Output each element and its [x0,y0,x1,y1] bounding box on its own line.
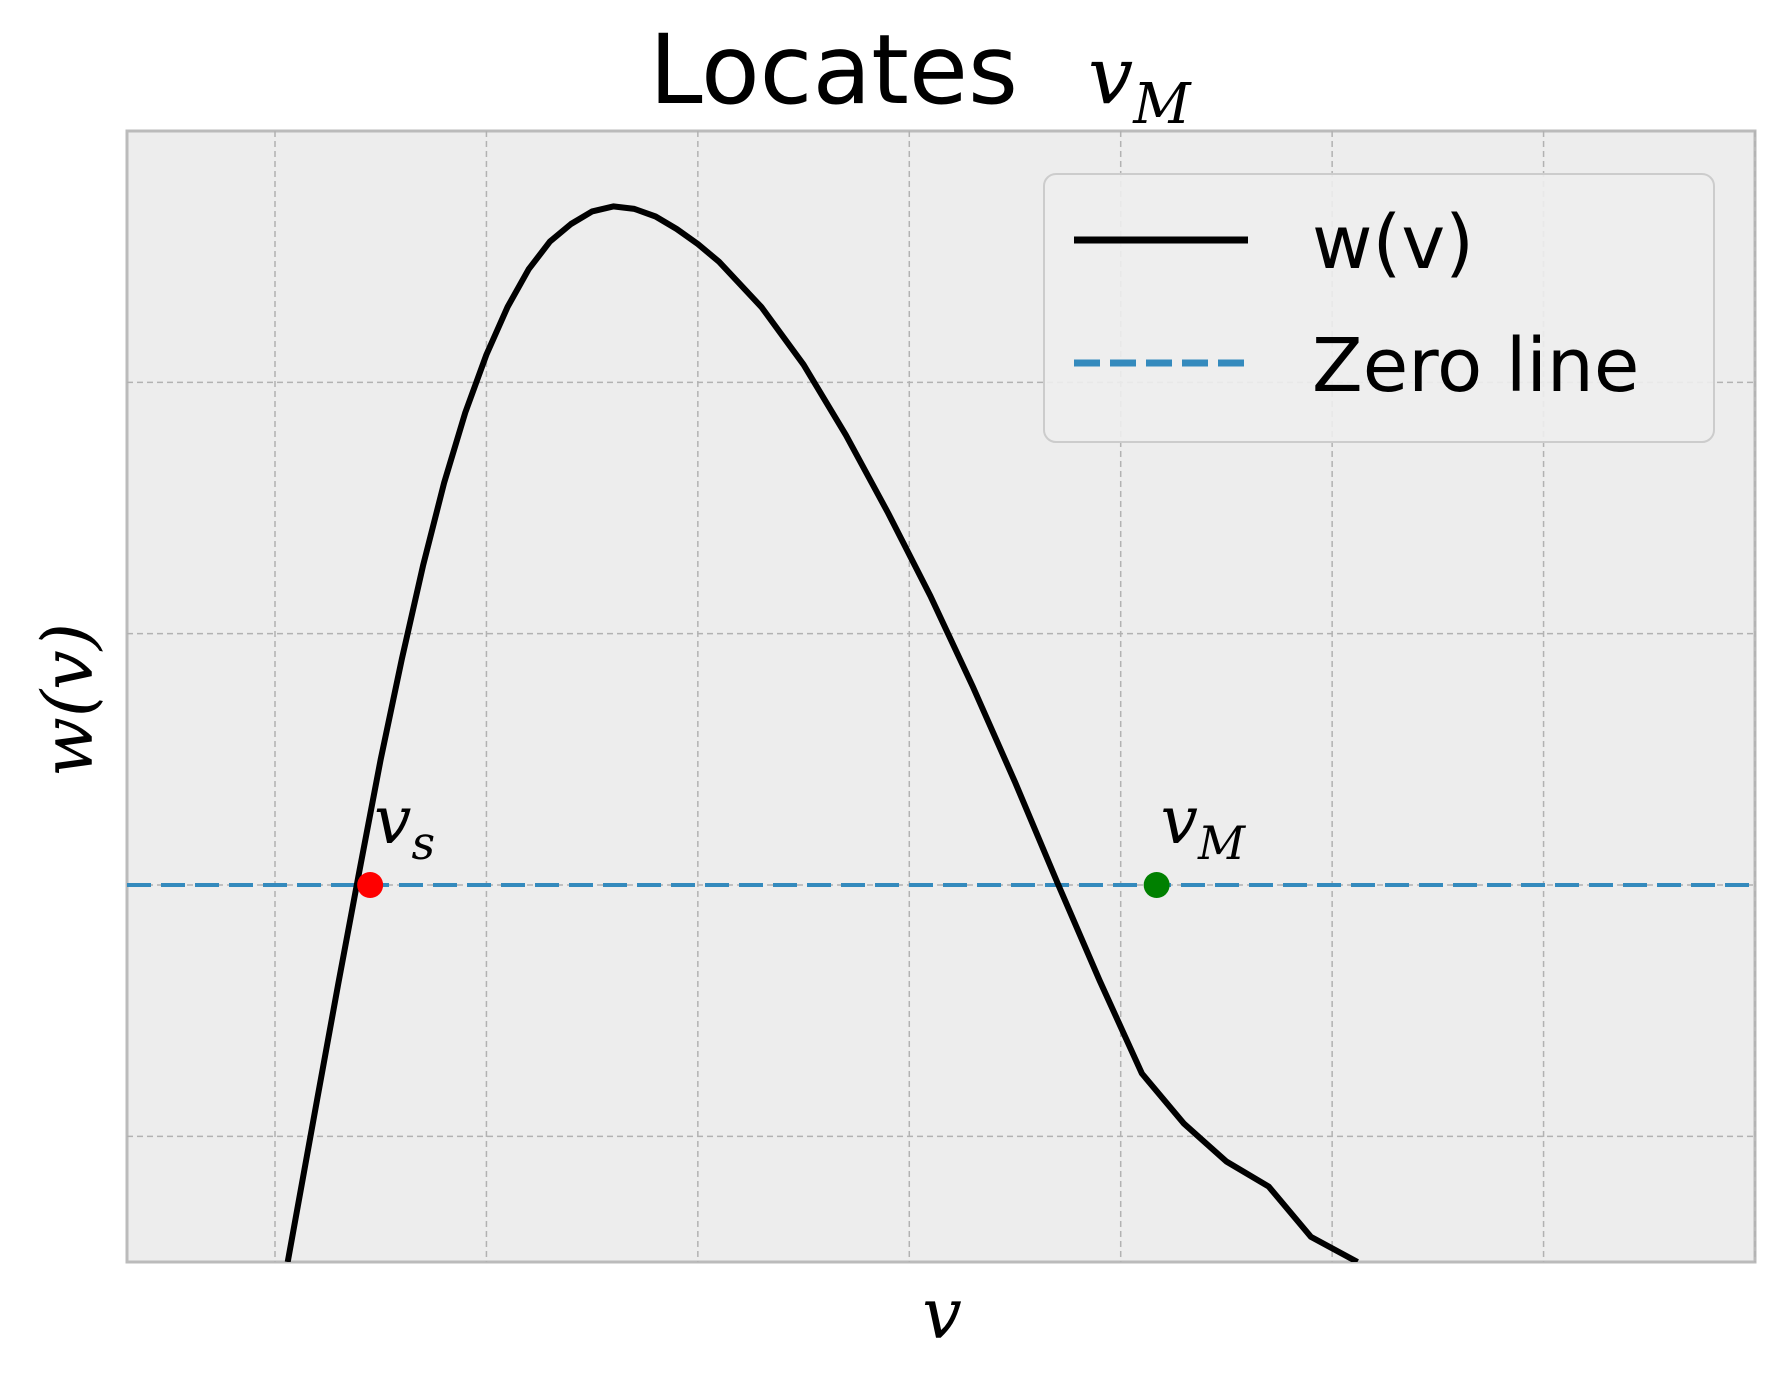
chart-title-math-sub: M [1132,72,1192,137]
legend: w(v) Zero line [1043,173,1715,443]
x-axis-label: v [922,1273,962,1355]
point-label-sub: s [411,816,435,870]
legend-label-w: w(v) [1312,200,1474,286]
chart-title-math-base: v [1088,29,1133,122]
grid-lines [127,131,1756,1262]
y-axis-label: w(v) [27,623,109,777]
legend-label-zero: Zero line [1312,323,1639,409]
point-label-base: v [1161,782,1198,859]
point-label-m: vM [1161,782,1247,870]
y-axis-label-text: w(v) [27,623,109,777]
w-curve [284,203,1359,1262]
chart-title-math: vM [1088,29,1192,137]
points-layer: vs vM [357,782,1247,898]
point-label-base: v [374,782,411,859]
curve-layer [284,203,1359,1262]
point-label-s: vs [374,782,435,870]
point-label-sub: M [1197,816,1247,870]
point-marker-m [1143,872,1170,898]
chart-title: Locates [649,14,1018,126]
point-marker-s [357,872,384,898]
